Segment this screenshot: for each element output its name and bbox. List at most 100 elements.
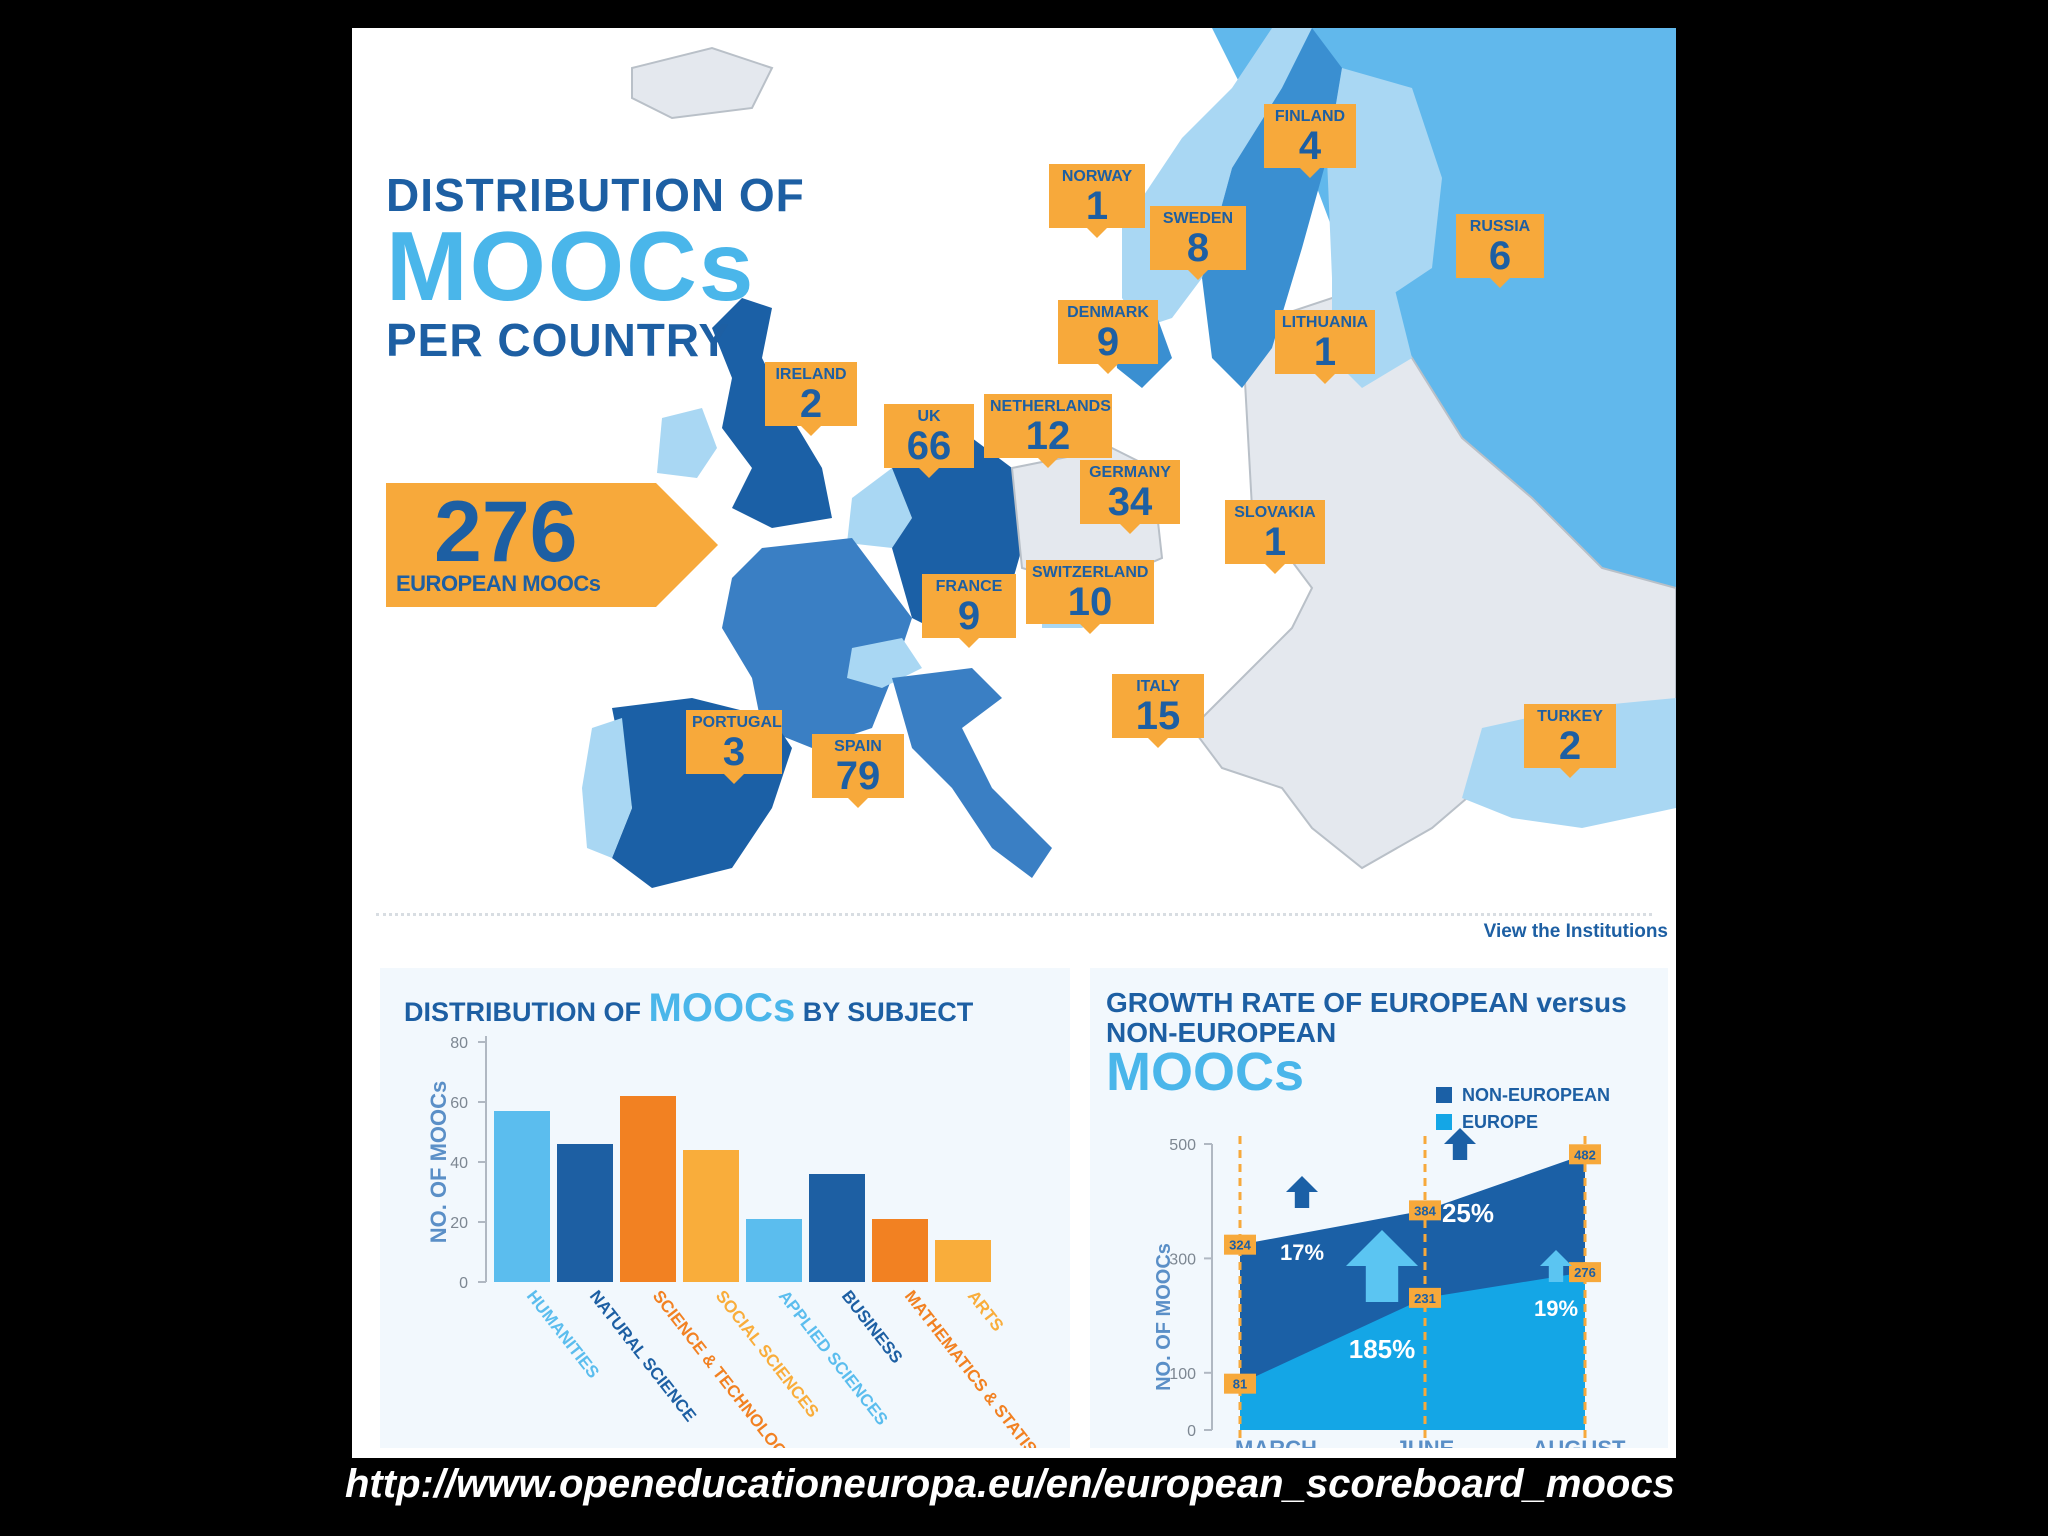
non-european-value-badge-label: 384 — [1414, 1203, 1436, 1218]
europe-value-badge-label: 276 — [1574, 1265, 1596, 1280]
map-region-switzerland — [847, 638, 922, 688]
non-european-value-badge — [1569, 1144, 1601, 1165]
section-divider — [376, 913, 1652, 916]
country-tag-spain: SPAIN 79 — [812, 734, 904, 808]
country-value: 79 — [835, 754, 881, 798]
non-european-value-badge — [1409, 1200, 1441, 1221]
bar — [683, 1150, 739, 1282]
country-tag-switzerland: SWITZERLAND 10 — [1026, 560, 1154, 634]
subject-title-accent: MOOCs — [648, 986, 796, 1030]
growth-arrow-icon — [1540, 1250, 1572, 1282]
growth-title-accent: MOOCs — [1106, 1042, 1305, 1102]
country-value: 2 — [799, 382, 823, 426]
country-value: 1 — [1263, 520, 1287, 564]
country-value: 6 — [1488, 234, 1512, 278]
bar — [872, 1219, 928, 1282]
country-tag-russia: RUSSIA 6 — [1456, 214, 1544, 288]
map-region-iceland — [631, 46, 774, 120]
view-institutions-link[interactable]: View the Institutions — [1483, 921, 1668, 942]
total-moocs-value: 276 — [434, 484, 578, 580]
map-region-ireland — [657, 408, 717, 478]
bar — [620, 1096, 676, 1282]
country-value: 34 — [1107, 480, 1153, 524]
country-value: 9 — [957, 594, 981, 638]
subject-chart-title: DISTRIBUTION OF MOOCs BY SUBJECT — [404, 986, 973, 1031]
legend-swatch — [1436, 1087, 1452, 1103]
subject-title-post: BY SUBJECT — [802, 997, 974, 1027]
country-name: UK — [917, 408, 941, 425]
country-tag-sweden: SWEDEN 8 — [1150, 206, 1246, 280]
country-name: IRELAND — [775, 366, 847, 383]
legend-label: EUROPE — [1462, 1112, 1538, 1132]
area-x-label: AUGUST — [1533, 1436, 1626, 1448]
bar-y-tick-label: 60 — [450, 1095, 468, 1112]
country-value: 66 — [906, 424, 952, 468]
bar — [746, 1219, 802, 1282]
growth-arrow-icon — [1444, 1128, 1476, 1160]
country-name: SPAIN — [834, 738, 882, 755]
bar-category-label: BUSINESS — [838, 1287, 906, 1367]
bar — [809, 1174, 865, 1282]
map-title-line3: PER COUNTRY — [386, 314, 731, 366]
country-value: 15 — [1135, 694, 1181, 738]
country-name: GERMANY — [1089, 464, 1171, 481]
country-tag-netherlands: NETHERLANDS 12 — [984, 394, 1112, 468]
map-region-france — [722, 538, 912, 748]
europe-map — [352, 28, 1676, 908]
area-y-axis-label: NO. OF MOOCs — [1153, 1243, 1175, 1391]
country-value: 10 — [1067, 580, 1113, 624]
europe-value-badge-label: 231 — [1414, 1291, 1436, 1306]
infographic-panel: DISTRIBUTION OF MOOCs PER COUNTRY 276 EU… — [352, 28, 1676, 1458]
country-value: 1 — [1313, 330, 1337, 374]
bar-y-tick-label: 80 — [450, 1035, 468, 1052]
total-moocs-banner: 276 EUROPEAN MOOCs — [386, 483, 718, 607]
subject-title-pre: DISTRIBUTION OF — [404, 997, 641, 1027]
country-value: 3 — [722, 730, 746, 774]
area-x-label: MARCH — [1235, 1436, 1317, 1448]
map-title-line1: DISTRIBUTION OF — [386, 169, 805, 221]
growth-title-line1: GROWTH RATE OF EUROPEAN versus — [1106, 987, 1627, 1018]
bar-category-label: NATURAL SCIENCE — [586, 1287, 700, 1425]
bar-y-tick-label: 40 — [450, 1155, 468, 1172]
country-value: 12 — [1025, 414, 1071, 458]
arrow-banner-shape — [386, 483, 718, 607]
country-tag-finland: FINLAND 4 — [1264, 104, 1356, 178]
growth-arrow-icon — [1346, 1230, 1418, 1302]
map-region-benelux — [847, 468, 912, 548]
legend-label: NON-EUROPEAN — [1462, 1085, 1610, 1105]
country-value: 9 — [1096, 320, 1120, 364]
europe-value-badge — [1224, 1373, 1256, 1394]
country-value: 1 — [1085, 184, 1109, 228]
area-y-tick-label: 0 — [1187, 1423, 1196, 1440]
europe-value-badge — [1409, 1287, 1441, 1308]
subject-chart-box: DISTRIBUTION OF MOOCs BY SUBJECT 0 20 40 60… — [380, 968, 1070, 1458]
europe-value-badge — [1569, 1262, 1601, 1283]
country-tag-germany: GERMANY 34 — [1080, 460, 1180, 534]
bar — [494, 1111, 550, 1282]
map-title-line2: MOOCs — [386, 211, 756, 321]
country-name: NORWAY — [1061, 168, 1133, 185]
growth-arrow-icon — [1286, 1176, 1318, 1208]
bar-y-tick-label: 0 — [459, 1275, 468, 1292]
country-tag-uk: UK 66 — [884, 404, 974, 478]
source-url[interactable]: http://www.openeducationeuropa.eu/en/eur… — [345, 1462, 1675, 1506]
bar-category-label: APPLIED SCIENCES — [775, 1287, 892, 1429]
country-name: RUSSIA — [1469, 218, 1531, 235]
country-name: LITHUANIA — [1281, 314, 1369, 331]
country-name: SWEDEN — [1162, 210, 1234, 227]
area-y-tick-label: 500 — [1169, 1137, 1196, 1154]
country-tag-turkey: TURKEY 2 — [1524, 704, 1616, 778]
growth-rate-label: 185% — [1349, 1334, 1416, 1364]
country-name: FRANCE — [935, 578, 1003, 595]
country-name: DENMARK — [1067, 304, 1149, 321]
country-name: SLOVAKIA — [1234, 504, 1316, 521]
country-tag-ireland: IRELAND 2 — [765, 362, 857, 436]
map-region-portugal — [582, 718, 632, 858]
country-value: 4 — [1298, 124, 1322, 168]
country-name: FINLAND — [1274, 108, 1346, 125]
legend-swatch — [1436, 1114, 1452, 1130]
country-tag-lithuania: LITHUANIA 1 — [1275, 310, 1375, 384]
bar-y-axis-label: NO. OF MOOCs — [426, 1081, 451, 1244]
country-name: SWITZERLAND — [1032, 564, 1149, 581]
